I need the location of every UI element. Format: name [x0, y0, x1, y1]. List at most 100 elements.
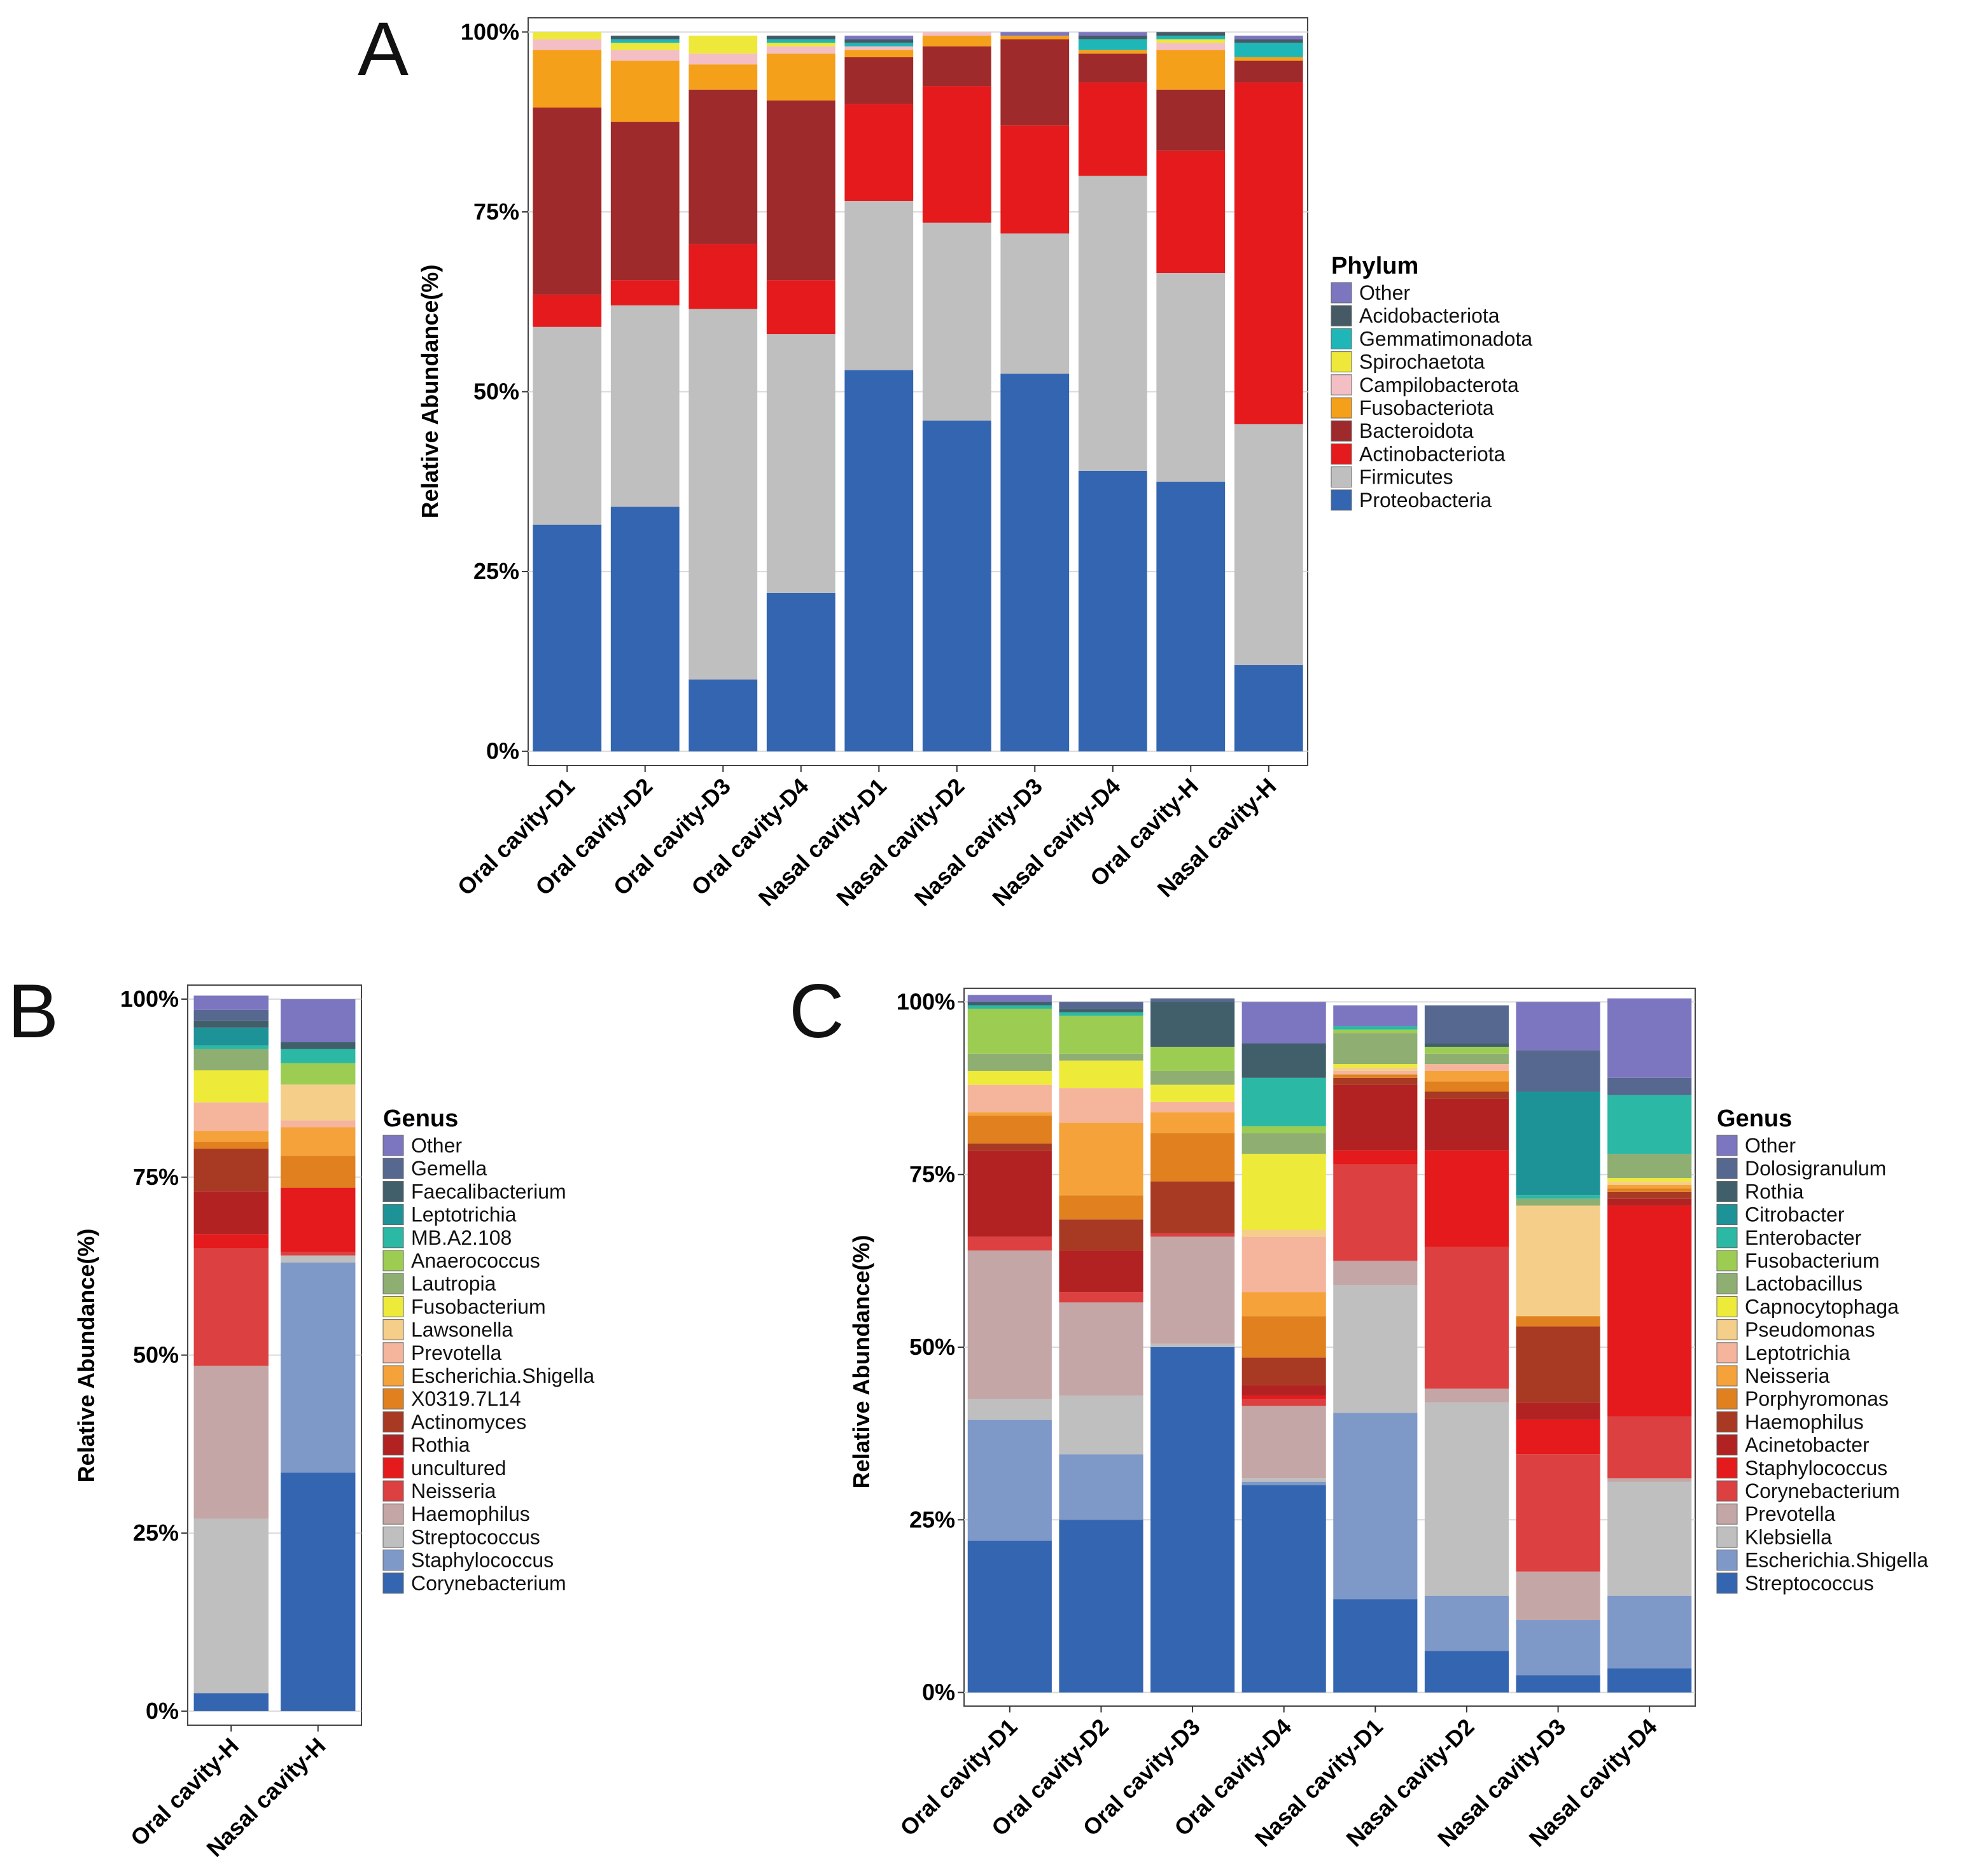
panel-a-bar-oral-cavity-d3-campilobacterota	[689, 53, 758, 65]
panel-b-bar-oral-cavity-h-lautropia	[193, 1049, 269, 1070]
panel-a-legend-label: Bacteroidota	[1359, 419, 1474, 442]
panel-a-legend-swatch-proteobacteria	[1331, 489, 1352, 511]
panel-a-bar-nasal-cavity-d4-fusobacteriota	[1078, 50, 1147, 54]
panel-b-legend-label: Fusobacterium	[411, 1295, 546, 1318]
panel-a-legend-swatch-fusobacteriota	[1331, 397, 1352, 419]
panel-b-legend-label: Escherichia.Shigella	[411, 1364, 594, 1387]
panel-c-ytick-label: 0%	[922, 1679, 955, 1705]
panel-c-bar-nasal-cavity-d1-enterobacter	[1333, 1026, 1418, 1030]
panel-a-bar-oral-cavity-d3-firmicutes	[689, 309, 758, 680]
panel-c-bar-nasal-cavity-d2-corynebacterium	[1424, 1247, 1509, 1389]
panel-b-bar-nasal-cavity-h-neisseria	[281, 1252, 356, 1256]
panel-c-bar-nasal-cavity-d3-staphylococcus	[1516, 1419, 1600, 1455]
panel-c-bar-nasal-cavity-d2-porphyromonas	[1424, 1081, 1509, 1092]
panel-a-bar-nasal-cavity-d1-gemmatimonadota	[844, 43, 914, 46]
panel-c-legend-label: Prevotella	[1745, 1502, 1836, 1525]
panel-a-bar-oral-cavity-d1-bacteroidota	[533, 108, 602, 295]
panel-c-legend-label: Staphylococcus	[1745, 1457, 1887, 1480]
panel-a-bar-oral-cavity-d2-spirochaetota	[610, 43, 680, 50]
panel-b-legend-label: Rothia	[411, 1434, 470, 1457]
panel-a-ytick-label: 75%	[473, 199, 519, 225]
panel-b-bar-nasal-cavity-h-x0319-7l14	[281, 1156, 356, 1188]
panel-b-bar-nasal-cavity-h-staphylococcus	[281, 1263, 356, 1473]
panel-c-bar-oral-cavity-d4-acinetobacter	[1241, 1385, 1326, 1396]
panel-c-legend-label: Neisseria	[1745, 1364, 1830, 1387]
panel-b-bar-oral-cavity-h-uncultured	[193, 1234, 269, 1249]
panel-b-legend-label: Streptococcus	[411, 1525, 540, 1548]
panel-a-legend-swatch-campilobacterota	[1331, 374, 1352, 396]
panel-c-bar-nasal-cavity-d3-porphyromonas	[1516, 1316, 1600, 1327]
panel-b-bar-oral-cavity-h-escherichia-shigella	[193, 1131, 269, 1142]
panel-c-bar-oral-cavity-d3-lactobacillus	[1150, 1070, 1235, 1085]
panel-a-bar-oral-cavity-d1-actinobacteriota	[533, 294, 602, 327]
panel-c-legend-swatch-klebsiella	[1716, 1526, 1738, 1548]
panel-c-bar-nasal-cavity-d4-acinetobacter	[1607, 1198, 1692, 1206]
panel-a-bar-nasal-cavity-h-bacteroidota	[1234, 60, 1303, 83]
panel-c-bar-oral-cavity-d4-other	[1241, 1002, 1326, 1044]
panel-c-bar-oral-cavity-d2-capnocytophaga	[1059, 1060, 1143, 1089]
panel-c-legend-label: Fusobacterium	[1745, 1249, 1880, 1272]
panel-a-bar-nasal-cavity-h-acidobacteriota	[1234, 39, 1303, 43]
panel-b: B0%25%50%75%100%Relative Abundance(%)Ora…	[8, 969, 594, 1862]
panel-c-bar-nasal-cavity-d4-lactobacillus	[1607, 1154, 1692, 1179]
panel-c-legend-label: Leptotrichia	[1745, 1341, 1850, 1364]
panel-b-legend-swatch-other	[382, 1135, 404, 1156]
panel-b-legend-swatch-x0319-7l14	[382, 1388, 404, 1410]
panel-a-bar-oral-cavity-h-bacteroidota	[1156, 89, 1226, 151]
panel-b-ytick-label: 100%	[120, 986, 179, 1012]
panel-a-bar-nasal-cavity-d1-campilobacterota	[844, 46, 914, 50]
panel-a-bar-oral-cavity-d2-gemmatimonadota	[610, 39, 680, 43]
panel-a-bar-nasal-cavity-d3-firmicutes	[1000, 233, 1070, 374]
panel-c-bar-oral-cavity-d4-haemophilus	[1241, 1357, 1326, 1385]
panel-c-bar-nasal-cavity-d3-streptococcus	[1516, 1675, 1600, 1693]
panel-c-bar-oral-cavity-d4-corynebacterium	[1241, 1399, 1326, 1406]
panel-b-legend-label: Other	[411, 1134, 462, 1157]
panel-b-legend-swatch-neisseria	[382, 1480, 404, 1502]
panel-c-bar-oral-cavity-d3-rothia	[1150, 1002, 1235, 1047]
panel-c-legend-label: Dolosigranulum	[1745, 1157, 1886, 1180]
panel-c-bar-oral-cavity-d1-neisseria	[967, 1112, 1052, 1116]
panel-c-bar-nasal-cavity-d3-lactobacillus	[1516, 1198, 1600, 1206]
panel-c-bar-oral-cavity-d2-haemophilus	[1059, 1219, 1143, 1251]
panel-c-bar-nasal-cavity-d2-acinetobacter	[1424, 1098, 1509, 1151]
panel-c-bar-nasal-cavity-d3-escherichia-shigella	[1516, 1620, 1600, 1676]
panel-c-bar-nasal-cavity-d4-streptococcus	[1607, 1668, 1692, 1693]
panel-b-legend-label: Staphylococcus	[411, 1549, 554, 1572]
panel-a-bar-oral-cavity-h-actinobacteriota	[1156, 150, 1226, 273]
panel-c-bar-oral-cavity-d2-streptococcus	[1059, 1520, 1143, 1693]
panel-b-legend-label: Lautropia	[411, 1272, 496, 1295]
panel-a-bar-nasal-cavity-d2-proteobacteria	[922, 420, 991, 752]
panel-c-bar-oral-cavity-d2-enterobacter	[1059, 1012, 1143, 1016]
panel-c-bar-nasal-cavity-d2-lactobacillus	[1424, 1053, 1509, 1065]
panel-c-bar-oral-cavity-d2-klebsiella	[1059, 1395, 1143, 1455]
panel-c-bar-nasal-cavity-d4-staphylococcus	[1607, 1205, 1692, 1417]
panel-c-legend-label: Escherichia.Shigella	[1745, 1549, 1928, 1572]
panel-a-legend-swatch-spirochaetota	[1331, 351, 1352, 373]
panel-c-ytick-label: 25%	[909, 1506, 955, 1532]
panel-a-bar-nasal-cavity-d4-other	[1078, 32, 1147, 36]
panel-c-bar-oral-cavity-d2-neisseria	[1059, 1123, 1143, 1196]
panel-c-bar-oral-cavity-d1-enterobacter	[967, 1005, 1052, 1009]
panel-c-bar-oral-cavity-d2-leptotrichia	[1059, 1088, 1143, 1123]
panel-a-legend-swatch-firmicutes	[1331, 466, 1352, 488]
panel-c-bar-nasal-cavity-d1-escherichia-shigella	[1333, 1413, 1418, 1600]
panel-c-bar-nasal-cavity-d2-rothia	[1424, 1043, 1509, 1047]
panel-c-bar-nasal-cavity-d2-prevotella	[1424, 1389, 1509, 1403]
panel-b-bar-nasal-cavity-h-uncultured	[281, 1187, 356, 1252]
panel-a-ytick-label: 100%	[461, 18, 519, 45]
panel-c-bar-oral-cavity-d2-lactobacillus	[1059, 1053, 1143, 1061]
panel-c-bar-oral-cavity-d1-leptotrichia	[967, 1084, 1052, 1113]
panel-b-bar-oral-cavity-h-actinomyces	[193, 1149, 269, 1192]
panel-c-bar-oral-cavity-d4-enterobacter	[1241, 1077, 1326, 1126]
panel-b-bar-oral-cavity-h-streptococcus	[193, 1518, 269, 1693]
panel-c-legend: GenusOtherDolosigranulumRothiaCitrobacte…	[1716, 1105, 1928, 1595]
panel-c-bar-oral-cavity-d1-lactobacillus	[967, 1053, 1052, 1071]
panel-c-legend-swatch-leptotrichia	[1716, 1342, 1738, 1364]
panel-b-bar-oral-cavity-h-neisseria	[193, 1248, 269, 1366]
panel-c-bar-nasal-cavity-d4-other	[1607, 998, 1692, 1078]
panel-c-bar-nasal-cavity-d1-fusobacterium	[1333, 1029, 1418, 1033]
panel-b-bar-oral-cavity-h-other	[193, 995, 269, 1010]
panel-c-bar-oral-cavity-d3-dolosigranulum	[1150, 998, 1235, 1002]
panel-b-bar-oral-cavity-h-haemophilus	[193, 1366, 269, 1519]
